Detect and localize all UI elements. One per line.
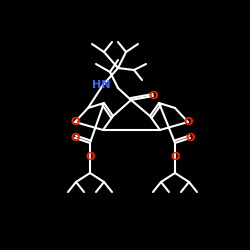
Text: HN: HN bbox=[92, 80, 110, 90]
Text: O: O bbox=[85, 152, 95, 162]
Text: O: O bbox=[183, 117, 193, 127]
Text: O: O bbox=[70, 117, 80, 127]
Text: O: O bbox=[185, 133, 195, 143]
Text: O: O bbox=[170, 152, 180, 162]
Text: O: O bbox=[70, 133, 80, 143]
Text: O: O bbox=[148, 91, 158, 101]
